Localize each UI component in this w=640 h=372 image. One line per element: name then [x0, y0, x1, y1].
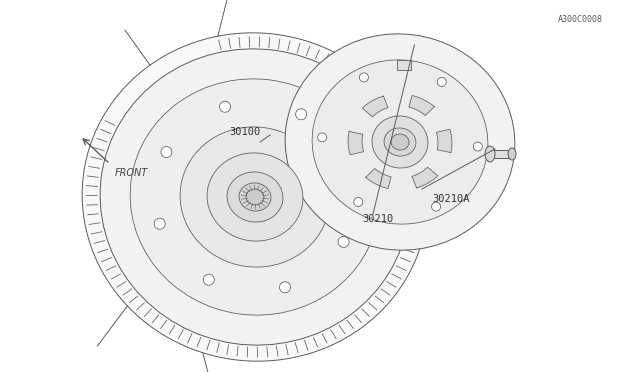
Polygon shape	[412, 167, 438, 188]
Circle shape	[360, 73, 369, 82]
FancyBboxPatch shape	[397, 60, 410, 70]
Circle shape	[296, 109, 307, 120]
Ellipse shape	[100, 49, 410, 345]
Circle shape	[280, 282, 291, 293]
Ellipse shape	[391, 134, 409, 150]
Ellipse shape	[207, 153, 303, 241]
Text: A300C0008: A300C0008	[557, 16, 602, 25]
Ellipse shape	[227, 172, 283, 222]
Polygon shape	[365, 169, 391, 189]
Ellipse shape	[180, 127, 330, 267]
Circle shape	[474, 142, 483, 151]
Circle shape	[431, 202, 440, 211]
Circle shape	[154, 218, 165, 229]
Ellipse shape	[246, 189, 264, 205]
Text: 30210A: 30210A	[432, 194, 470, 204]
Polygon shape	[436, 129, 452, 153]
Ellipse shape	[130, 79, 380, 315]
Circle shape	[345, 165, 356, 176]
Ellipse shape	[285, 34, 515, 250]
Polygon shape	[362, 96, 388, 117]
Ellipse shape	[485, 146, 495, 162]
Circle shape	[220, 101, 230, 112]
Polygon shape	[409, 96, 435, 115]
Circle shape	[161, 147, 172, 158]
Circle shape	[317, 133, 326, 142]
Ellipse shape	[239, 183, 271, 211]
Ellipse shape	[312, 60, 488, 224]
Text: 30210: 30210	[362, 214, 394, 224]
Polygon shape	[348, 131, 364, 155]
Circle shape	[437, 77, 446, 86]
Text: 30100: 30100	[229, 127, 260, 137]
Circle shape	[204, 274, 214, 285]
Circle shape	[338, 237, 349, 247]
Text: FRONT: FRONT	[115, 168, 148, 178]
Ellipse shape	[384, 128, 416, 156]
FancyBboxPatch shape	[490, 150, 512, 158]
Ellipse shape	[508, 148, 516, 160]
Circle shape	[354, 198, 363, 206]
Ellipse shape	[82, 33, 428, 361]
Ellipse shape	[372, 116, 428, 168]
